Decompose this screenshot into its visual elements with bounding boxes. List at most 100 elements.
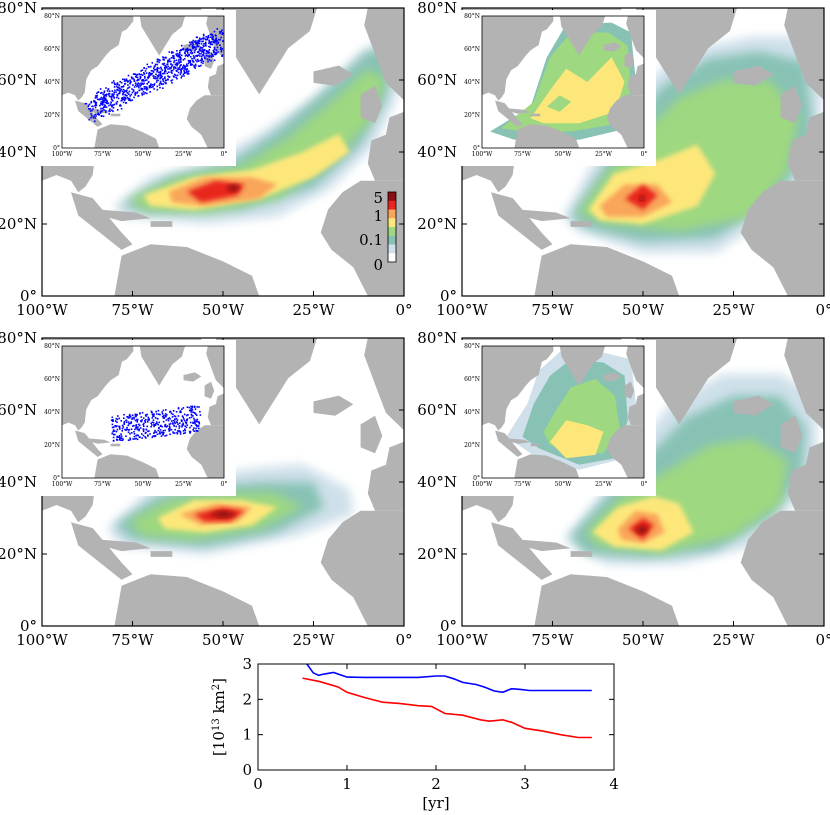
particle-point <box>195 419 197 421</box>
particle-point <box>184 50 187 53</box>
particle-point <box>206 58 209 60</box>
particle-point <box>198 406 200 408</box>
particle-point <box>128 415 131 417</box>
particle-point <box>94 95 97 97</box>
particle-point <box>170 80 172 82</box>
particle-point <box>97 112 99 114</box>
particle-point <box>200 42 203 45</box>
particle-point <box>187 73 190 75</box>
particle-point <box>104 101 106 104</box>
particle-point <box>220 49 223 51</box>
particle-point <box>220 46 222 49</box>
particle-point <box>113 91 115 94</box>
particle-point <box>195 59 197 61</box>
particle-point <box>105 110 107 112</box>
particle-point <box>210 56 213 58</box>
particle-point <box>192 47 194 50</box>
particle-point <box>205 45 207 47</box>
particle-point <box>151 84 154 86</box>
particle-point <box>120 420 122 422</box>
y-tick-label: 40°N <box>417 473 457 491</box>
particle-point <box>144 70 147 72</box>
particle-point <box>175 53 177 55</box>
particle-point <box>172 423 174 425</box>
particle-point <box>134 91 137 94</box>
particle-point <box>106 102 108 105</box>
particle-point <box>208 40 211 43</box>
particle-point <box>105 93 107 96</box>
particle-point <box>165 426 168 428</box>
land-mass <box>110 443 121 447</box>
particle-point <box>123 422 125 424</box>
particle-point <box>199 414 202 416</box>
particle-point <box>215 52 217 54</box>
particle-point <box>118 417 121 420</box>
particle-point <box>199 47 201 50</box>
particle-point <box>126 416 128 418</box>
particle-point <box>181 415 184 417</box>
x-tick-label: 1 <box>342 775 352 793</box>
particle-point <box>153 67 155 70</box>
particle-point <box>181 66 184 68</box>
particle-point <box>125 90 128 93</box>
particle-point <box>205 54 208 57</box>
particle-point <box>135 74 138 76</box>
particle-point <box>220 30 222 33</box>
particle-point <box>112 429 115 431</box>
particle-point <box>169 428 171 430</box>
particle-point <box>150 410 153 413</box>
particle-point <box>130 432 133 434</box>
particle-point <box>177 407 180 409</box>
particle-point <box>205 36 207 38</box>
particle-point <box>120 435 123 437</box>
particle-point <box>112 80 115 82</box>
particle-point <box>196 420 199 423</box>
particle-point <box>124 90 126 92</box>
particle-point <box>105 106 108 108</box>
particle-point <box>173 421 176 423</box>
particle-point <box>112 99 114 102</box>
particle-point <box>125 78 128 80</box>
particle-point <box>100 107 102 110</box>
particle-point <box>163 417 165 419</box>
particle-point <box>164 429 166 432</box>
particle-point <box>197 58 199 61</box>
x-tick-label: 75°W <box>111 631 154 649</box>
particle-point <box>179 66 181 68</box>
particle-point <box>180 76 183 79</box>
particle-point <box>194 67 196 69</box>
particle-point <box>156 79 158 81</box>
particle-point <box>111 420 114 422</box>
particle-point <box>141 69 144 71</box>
particle-point <box>102 99 104 102</box>
particle-point <box>133 80 136 82</box>
particle-point <box>168 417 171 419</box>
particle-point <box>131 99 134 101</box>
particle-point <box>197 45 200 48</box>
particle-point <box>103 90 106 92</box>
particle-point <box>110 101 112 104</box>
particle-point <box>112 419 114 421</box>
particle-point <box>170 57 173 59</box>
particle-point <box>168 71 170 73</box>
particle-point <box>206 50 209 53</box>
inset-x-tick-label: 25°W <box>595 481 613 488</box>
particle-point <box>199 55 201 57</box>
land-mass <box>780 415 803 454</box>
particle-point <box>185 414 188 417</box>
particle-point <box>170 71 172 73</box>
particle-point <box>146 421 149 423</box>
particle-point <box>175 425 177 428</box>
particle-point <box>140 73 143 76</box>
particle-point <box>154 68 157 71</box>
particle-point <box>184 425 186 427</box>
particle-point <box>105 87 107 89</box>
x-tick-label: 4 <box>609 775 619 793</box>
particle-point <box>152 415 155 417</box>
density-contour <box>208 510 238 518</box>
particle-point <box>122 86 124 88</box>
particle-point <box>193 427 195 429</box>
particle-point <box>161 425 163 428</box>
particle-point <box>113 430 116 432</box>
